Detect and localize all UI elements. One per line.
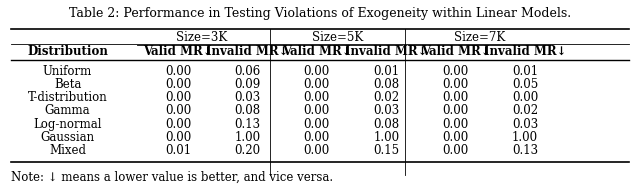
Text: Invalid MR↓: Invalid MR↓ bbox=[484, 45, 566, 58]
Text: 0.00: 0.00 bbox=[165, 91, 191, 104]
Text: 0.13: 0.13 bbox=[234, 118, 260, 131]
Text: 0.09: 0.09 bbox=[234, 78, 260, 91]
Text: 0.00: 0.00 bbox=[165, 104, 191, 117]
Text: Valid MR↓: Valid MR↓ bbox=[143, 45, 213, 58]
Text: 0.00: 0.00 bbox=[443, 65, 469, 78]
Text: 0.01: 0.01 bbox=[165, 144, 191, 157]
Text: Size=5K: Size=5K bbox=[312, 31, 363, 44]
Text: 0.00: 0.00 bbox=[304, 65, 330, 78]
Text: 0.00: 0.00 bbox=[512, 91, 538, 104]
Text: 0.00: 0.00 bbox=[443, 131, 469, 144]
Text: 0.00: 0.00 bbox=[304, 91, 330, 104]
Text: 0.02: 0.02 bbox=[373, 91, 399, 104]
Text: Size=3K: Size=3K bbox=[176, 31, 227, 44]
Text: Distribution: Distribution bbox=[27, 45, 108, 58]
Text: 0.00: 0.00 bbox=[304, 131, 330, 144]
Text: 0.01: 0.01 bbox=[373, 65, 399, 78]
Text: 1.00: 1.00 bbox=[234, 131, 260, 144]
Text: 0.00: 0.00 bbox=[304, 118, 330, 131]
Text: 0.03: 0.03 bbox=[234, 91, 260, 104]
Text: 0.00: 0.00 bbox=[165, 118, 191, 131]
Text: Table 2: Performance in Testing Violations of Exogeneity within Linear Models.: Table 2: Performance in Testing Violatio… bbox=[69, 7, 571, 20]
Text: 0.00: 0.00 bbox=[443, 91, 469, 104]
Text: Uniform: Uniform bbox=[43, 65, 92, 78]
Text: Invalid MR↓: Invalid MR↓ bbox=[206, 45, 289, 58]
Text: Log-normal: Log-normal bbox=[33, 118, 102, 131]
Text: Beta: Beta bbox=[54, 78, 81, 91]
Text: 0.00: 0.00 bbox=[165, 131, 191, 144]
Text: Valid MR↓: Valid MR↓ bbox=[282, 45, 351, 58]
Text: Gamma: Gamma bbox=[45, 104, 90, 117]
Text: T-distribution: T-distribution bbox=[28, 91, 108, 104]
Text: 0.03: 0.03 bbox=[512, 118, 538, 131]
Text: 0.00: 0.00 bbox=[165, 78, 191, 91]
Text: 0.02: 0.02 bbox=[512, 104, 538, 117]
Text: 0.08: 0.08 bbox=[373, 118, 399, 131]
Text: 0.20: 0.20 bbox=[234, 144, 260, 157]
Text: 0.06: 0.06 bbox=[234, 65, 260, 78]
Text: 0.00: 0.00 bbox=[443, 144, 469, 157]
Text: Invalid MR↓: Invalid MR↓ bbox=[345, 45, 428, 58]
Text: 0.00: 0.00 bbox=[165, 65, 191, 78]
Text: 0.05: 0.05 bbox=[512, 78, 538, 91]
Text: Note: ↓ means a lower value is better, and vice versa.: Note: ↓ means a lower value is better, a… bbox=[11, 171, 333, 184]
Text: 0.00: 0.00 bbox=[443, 104, 469, 117]
Text: 0.03: 0.03 bbox=[373, 104, 399, 117]
Text: 0.13: 0.13 bbox=[512, 144, 538, 157]
Text: Mixed: Mixed bbox=[49, 144, 86, 157]
Text: 0.00: 0.00 bbox=[443, 78, 469, 91]
Text: 0.15: 0.15 bbox=[373, 144, 399, 157]
Text: 0.08: 0.08 bbox=[373, 78, 399, 91]
Text: Valid MR↓: Valid MR↓ bbox=[421, 45, 490, 58]
Text: 1.00: 1.00 bbox=[512, 131, 538, 144]
Text: 0.00: 0.00 bbox=[304, 104, 330, 117]
Text: 0.01: 0.01 bbox=[512, 65, 538, 78]
Text: 1.00: 1.00 bbox=[373, 131, 399, 144]
Text: 0.00: 0.00 bbox=[304, 144, 330, 157]
Text: 0.08: 0.08 bbox=[234, 104, 260, 117]
Text: Size=7K: Size=7K bbox=[454, 31, 505, 44]
Text: 0.00: 0.00 bbox=[443, 118, 469, 131]
Text: 0.00: 0.00 bbox=[304, 78, 330, 91]
Text: Gaussian: Gaussian bbox=[40, 131, 95, 144]
